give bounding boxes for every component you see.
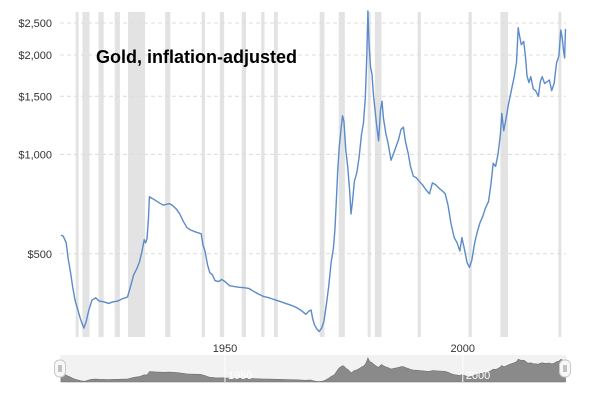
navigator-tick-label: 1950: [228, 370, 252, 382]
recession-band: [417, 12, 421, 337]
recession-band: [114, 12, 120, 337]
range-navigator[interactable]: 1950 2000: [54, 355, 571, 383]
recession-band: [558, 12, 562, 337]
x-tick-label: 1950: [213, 343, 237, 355]
navigator-right-handle[interactable]: [559, 359, 571, 378]
recession-band: [82, 12, 90, 337]
recession-band: [165, 12, 171, 337]
recession-band: [201, 12, 205, 337]
chart-title: Gold, inflation-adjusted: [96, 47, 297, 67]
y-tick-label: $1,500: [18, 91, 52, 103]
y-tick-label: $2,500: [18, 18, 52, 30]
recession-band: [319, 12, 325, 337]
recession-band: [500, 12, 508, 337]
recession-band: [338, 12, 345, 337]
recession-band: [75, 12, 79, 337]
navigator-area: [60, 357, 566, 383]
navigator-labels: 1950 2000: [224, 355, 490, 382]
x-axis-labels: 1950 2000: [213, 343, 475, 355]
recession-band: [98, 12, 104, 337]
y-tick-label: $2,000: [18, 50, 52, 62]
recession-band: [274, 12, 278, 337]
gridlines: [60, 22, 566, 255]
recession-band: [241, 12, 246, 337]
x-tick-label: 2000: [451, 343, 475, 355]
navigator-tick-label: 2000: [466, 370, 490, 382]
recession-band: [261, 12, 265, 337]
navigator-left-handle[interactable]: [54, 359, 66, 378]
gold-price-line: [60, 10, 567, 333]
recession-band: [367, 12, 371, 337]
recession-bands: [75, 12, 562, 337]
recession-band: [219, 12, 225, 337]
y-tick-label: $500: [28, 249, 52, 261]
recession-band: [468, 12, 472, 337]
recession-band: [374, 12, 382, 337]
y-tick-label: $1,000: [18, 149, 52, 161]
y-axis-labels: $500 $1,000 $1,500 $2,000 $2,500: [18, 18, 52, 261]
